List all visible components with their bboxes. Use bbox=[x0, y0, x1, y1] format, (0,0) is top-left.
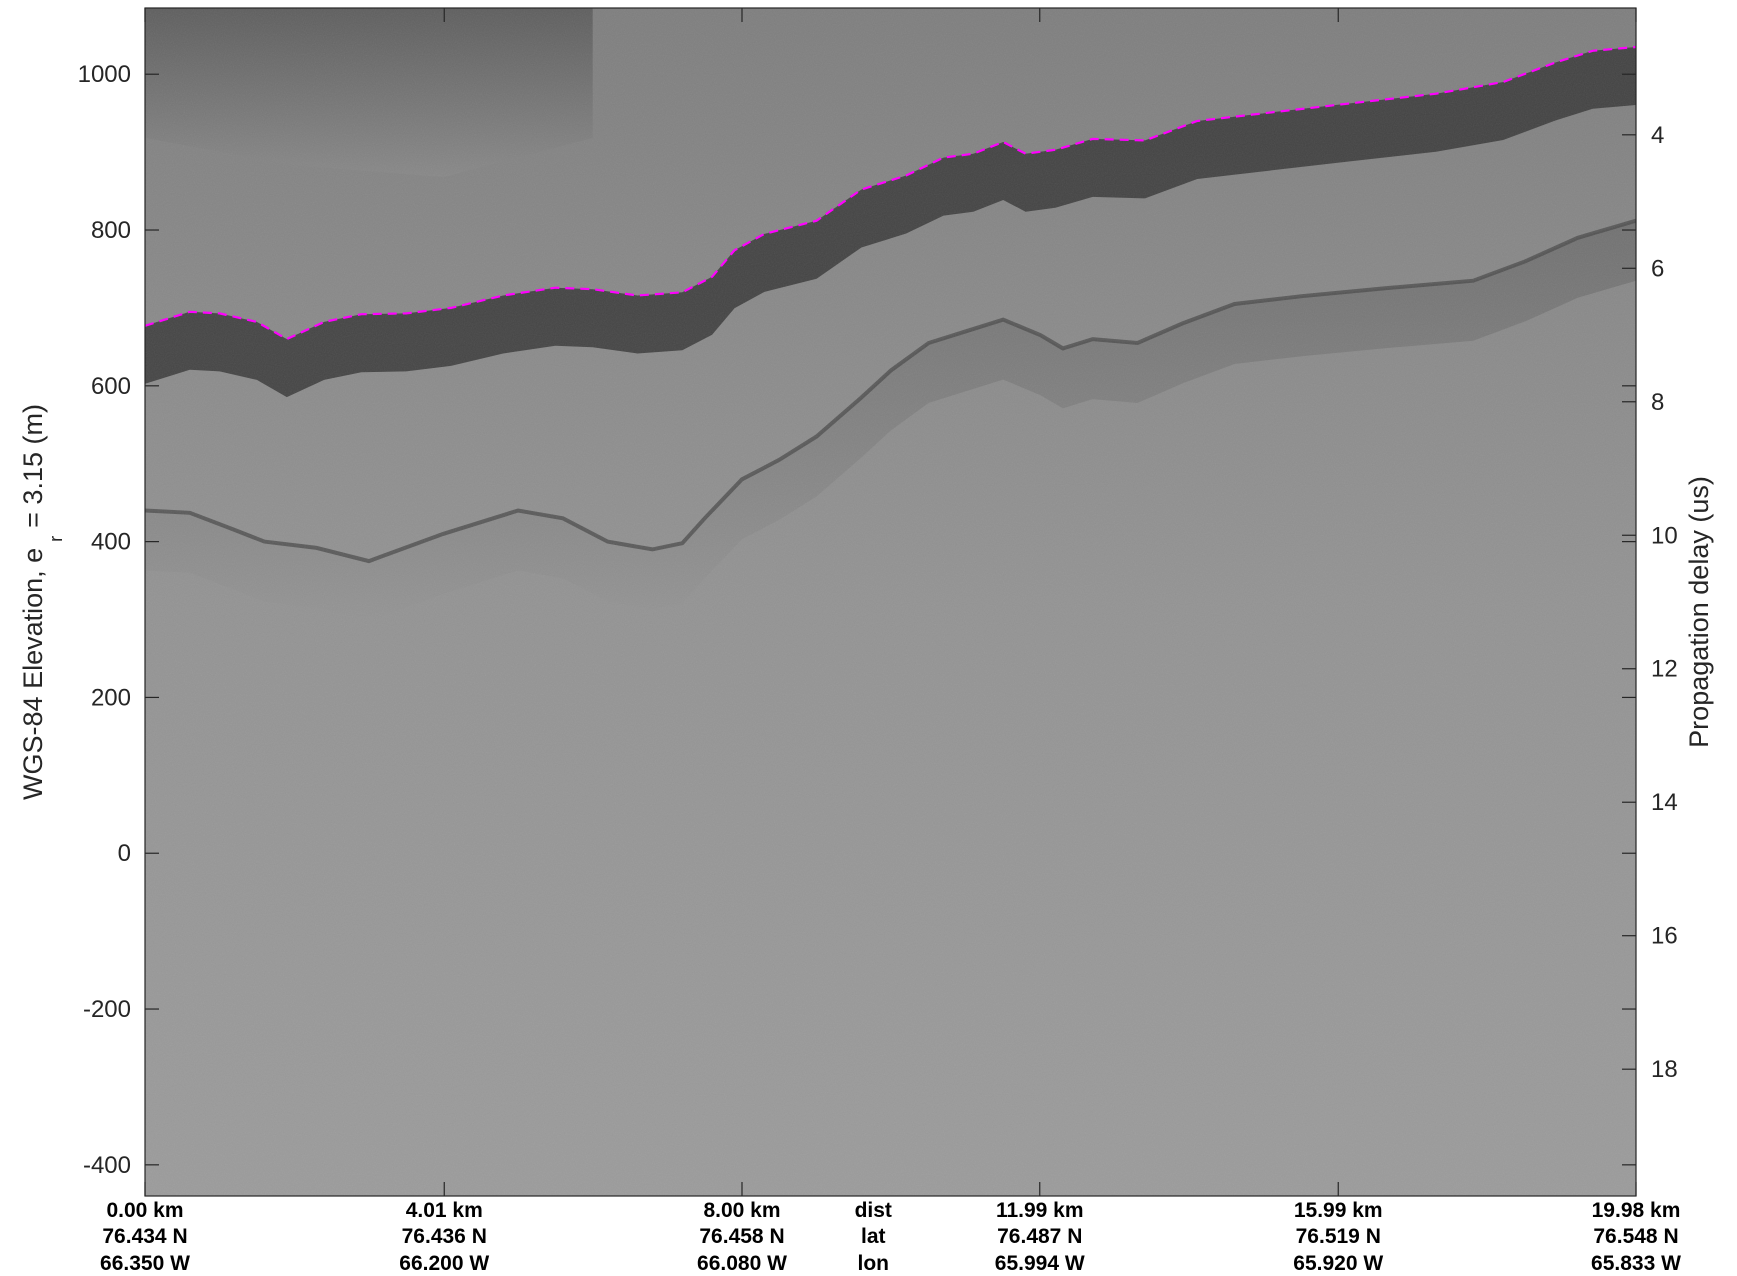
left-tick-label: 200 bbox=[91, 684, 131, 711]
left-tick-label: 600 bbox=[91, 373, 131, 400]
right-tick-label: 16 bbox=[1651, 923, 1678, 950]
left-tick-label: 0 bbox=[118, 840, 131, 867]
longitude-label: 65.994 W bbox=[995, 1252, 1085, 1275]
left-tick-label: -400 bbox=[83, 1152, 131, 1179]
right-tick-label: 10 bbox=[1651, 522, 1678, 549]
dist-row-label: dist bbox=[855, 1199, 892, 1222]
longitude-label: 66.080 W bbox=[697, 1252, 787, 1275]
speckle-noise bbox=[145, 8, 1636, 1196]
right-delay-axis: 4 6 8 10 12 14 16 18 bbox=[1622, 122, 1678, 1083]
longitude-label: 66.200 W bbox=[399, 1252, 489, 1275]
latitude-label: 76.487 N bbox=[997, 1225, 1082, 1248]
right-tick-label: 8 bbox=[1651, 389, 1664, 416]
latitude-label: 76.458 N bbox=[699, 1225, 784, 1248]
left-tick-label: 400 bbox=[91, 529, 131, 556]
distance-label: 4.01 km bbox=[406, 1199, 483, 1222]
radar-echogram-image bbox=[145, 8, 1636, 1196]
latitude-label: 76.434 N bbox=[102, 1225, 187, 1248]
distance-label: 19.98 km bbox=[1592, 1199, 1681, 1222]
distance-label: 8.00 km bbox=[703, 1199, 780, 1222]
lon-row-label: lon bbox=[857, 1252, 889, 1275]
left-axis-title: WGS-84 Elevation, er= 3.15 (m) bbox=[18, 404, 66, 800]
right-axis-title: Propagation delay (us) bbox=[1684, 476, 1714, 748]
latitude-label: 76.436 N bbox=[402, 1225, 487, 1248]
longitude-label: 65.920 W bbox=[1293, 1252, 1383, 1275]
plot-frame bbox=[144, 7, 1637, 1197]
right-tick-label: 14 bbox=[1651, 789, 1678, 816]
longitude-label: 66.350 W bbox=[100, 1252, 190, 1275]
left-elevation-axis: 1000 800 600 400 200 0 -200 -400 bbox=[78, 61, 1636, 1179]
distance-label: 11.99 km bbox=[996, 1199, 1084, 1222]
distance-label: 15.99 km bbox=[1294, 1199, 1383, 1222]
latitude-label: 76.548 N bbox=[1593, 1225, 1678, 1248]
left-tick-label: -200 bbox=[83, 996, 131, 1023]
left-tick-label: 1000 bbox=[78, 61, 131, 88]
latitude-label: 76.519 N bbox=[1296, 1225, 1381, 1248]
right-tick-label: 12 bbox=[1651, 656, 1678, 683]
right-tick-label: 18 bbox=[1651, 1056, 1678, 1083]
longitude-label: 65.833 W bbox=[1591, 1252, 1681, 1275]
right-tick-label: 6 bbox=[1651, 255, 1664, 282]
left-tick-label: 800 bbox=[91, 217, 131, 244]
distance-label: 0.00 km bbox=[106, 1199, 183, 1222]
right-tick-label: 4 bbox=[1651, 122, 1664, 149]
surface-pick-line bbox=[145, 45, 1636, 341]
lat-row-label: lat bbox=[861, 1225, 886, 1248]
